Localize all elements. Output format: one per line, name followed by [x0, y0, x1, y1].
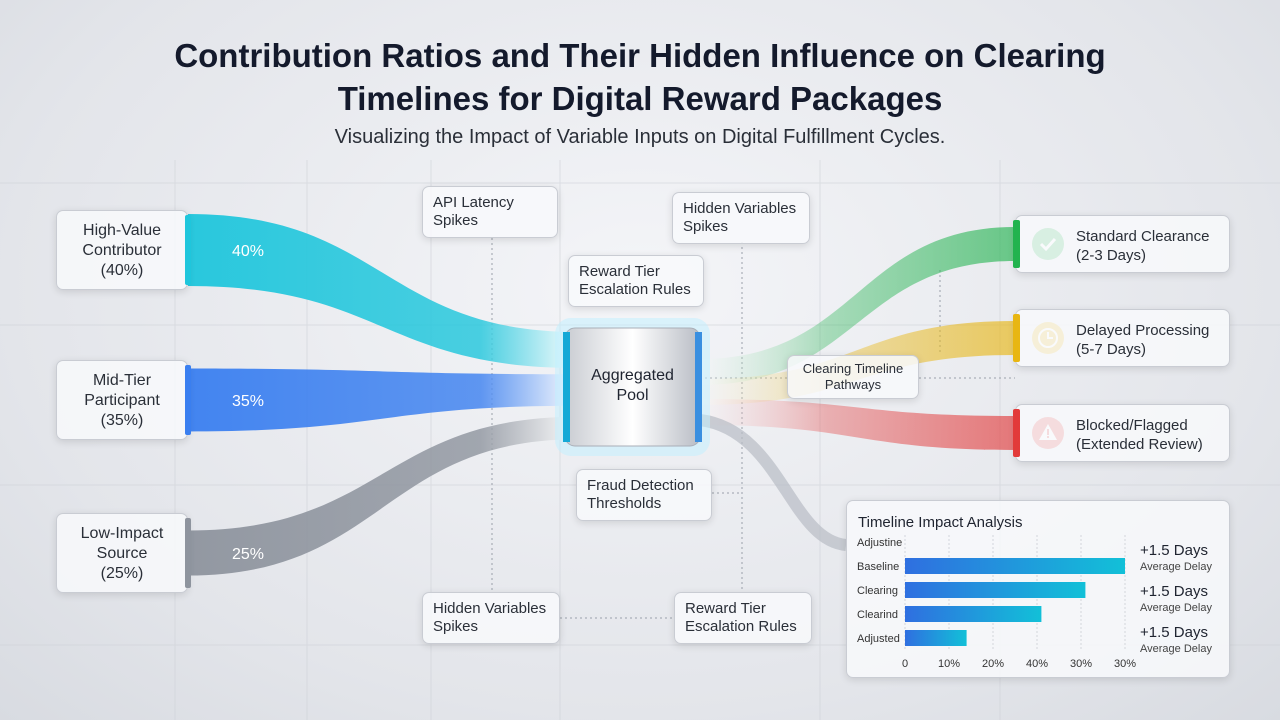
- y-tick-label: Clearind: [857, 609, 898, 621]
- bar: [905, 630, 967, 646]
- delay-value: +1.5 Days: [1140, 583, 1208, 600]
- outcome-color-bar: [1013, 409, 1020, 457]
- hub-side: [563, 332, 570, 442]
- x-tick-label: 20%: [982, 658, 1004, 670]
- delay-value: +1.5 Days: [1140, 624, 1208, 641]
- source-box: High-Value Contributor (40%): [56, 210, 191, 290]
- bar: [905, 606, 1042, 622]
- x-tick-label: 30%: [1070, 658, 1092, 670]
- inset-title: Timeline Impact Analysis: [858, 514, 1023, 531]
- x-tick-label: 0: [902, 658, 908, 670]
- outcome-title: Blocked/Flagged: [1076, 417, 1188, 434]
- outflow-band: [700, 227, 1015, 385]
- outcome-detail: (5-7 Days): [1076, 341, 1147, 358]
- x-tick-label: 40%: [1026, 658, 1048, 670]
- delay-caption: Average Delay: [1140, 561, 1212, 573]
- subtitle: Visualizing the Impact of Variable Input…: [334, 126, 946, 148]
- flow-percent: 25%: [232, 546, 264, 563]
- source-box: Low-Impact Source (25%): [56, 513, 191, 593]
- outflow-band: [700, 399, 1015, 450]
- bar: [905, 582, 1086, 598]
- outcome-title: Standard Clearance: [1076, 228, 1210, 245]
- delay-value: +1.5 Days: [1140, 542, 1208, 559]
- annotation: Hidden Variables Spikes: [422, 592, 560, 644]
- annotation: Reward Tier Escalation Rules: [568, 255, 704, 307]
- outcome-detail: (Extended Review): [1076, 436, 1203, 453]
- bar: [905, 558, 1125, 574]
- source-color-bar: [185, 518, 191, 588]
- outcome-box: Delayed Processing (5-7 Days): [1013, 309, 1230, 367]
- source-color-bar: [185, 215, 191, 285]
- y-tick-label: Adjusted: [857, 633, 900, 645]
- source-box: Mid-Tier Participant (35%): [56, 360, 191, 440]
- annotation: Hidden Variables Spikes: [672, 192, 810, 244]
- outcome-title: Delayed Processing: [1076, 322, 1210, 339]
- annotation: Clearing Timeline Pathways: [787, 355, 919, 399]
- source-color-bar: [185, 365, 191, 435]
- annotation: API Latency Spikes: [422, 186, 558, 238]
- outcome-color-bar: [1013, 314, 1020, 362]
- y-tick-label: Adjustine: [857, 537, 902, 549]
- outcome-box: Blocked/Flagged (Extended Review): [1013, 404, 1230, 462]
- outcome-detail: (2-3 Days): [1076, 247, 1147, 264]
- flow-band: [188, 214, 578, 368]
- annotation: Fraud Detection Thresholds: [576, 469, 712, 521]
- hub-label: Aggregated Pool: [591, 367, 674, 404]
- flow-band: [188, 368, 578, 432]
- hub-side: [695, 332, 702, 442]
- x-tick-label: 30%: [1114, 658, 1136, 670]
- flow-percent: 35%: [232, 393, 264, 410]
- outcome-color-bar: [1013, 220, 1020, 268]
- flow-percent: 40%: [232, 243, 264, 260]
- delay-caption: Average Delay: [1140, 643, 1212, 655]
- annotation: Reward Tier Escalation Rules: [674, 592, 812, 644]
- flow-band: [188, 416, 578, 576]
- y-tick-label: Clearing: [857, 585, 898, 597]
- outflow-tail: [698, 414, 848, 551]
- delay-caption: Average Delay: [1140, 602, 1212, 614]
- outcome-box: Standard Clearance (2-3 Days): [1013, 215, 1230, 273]
- x-tick-label: 10%: [938, 658, 960, 670]
- y-tick-label: Baseline: [857, 561, 899, 573]
- title: Contribution Ratios and Their Hidden Inf…: [174, 37, 1106, 117]
